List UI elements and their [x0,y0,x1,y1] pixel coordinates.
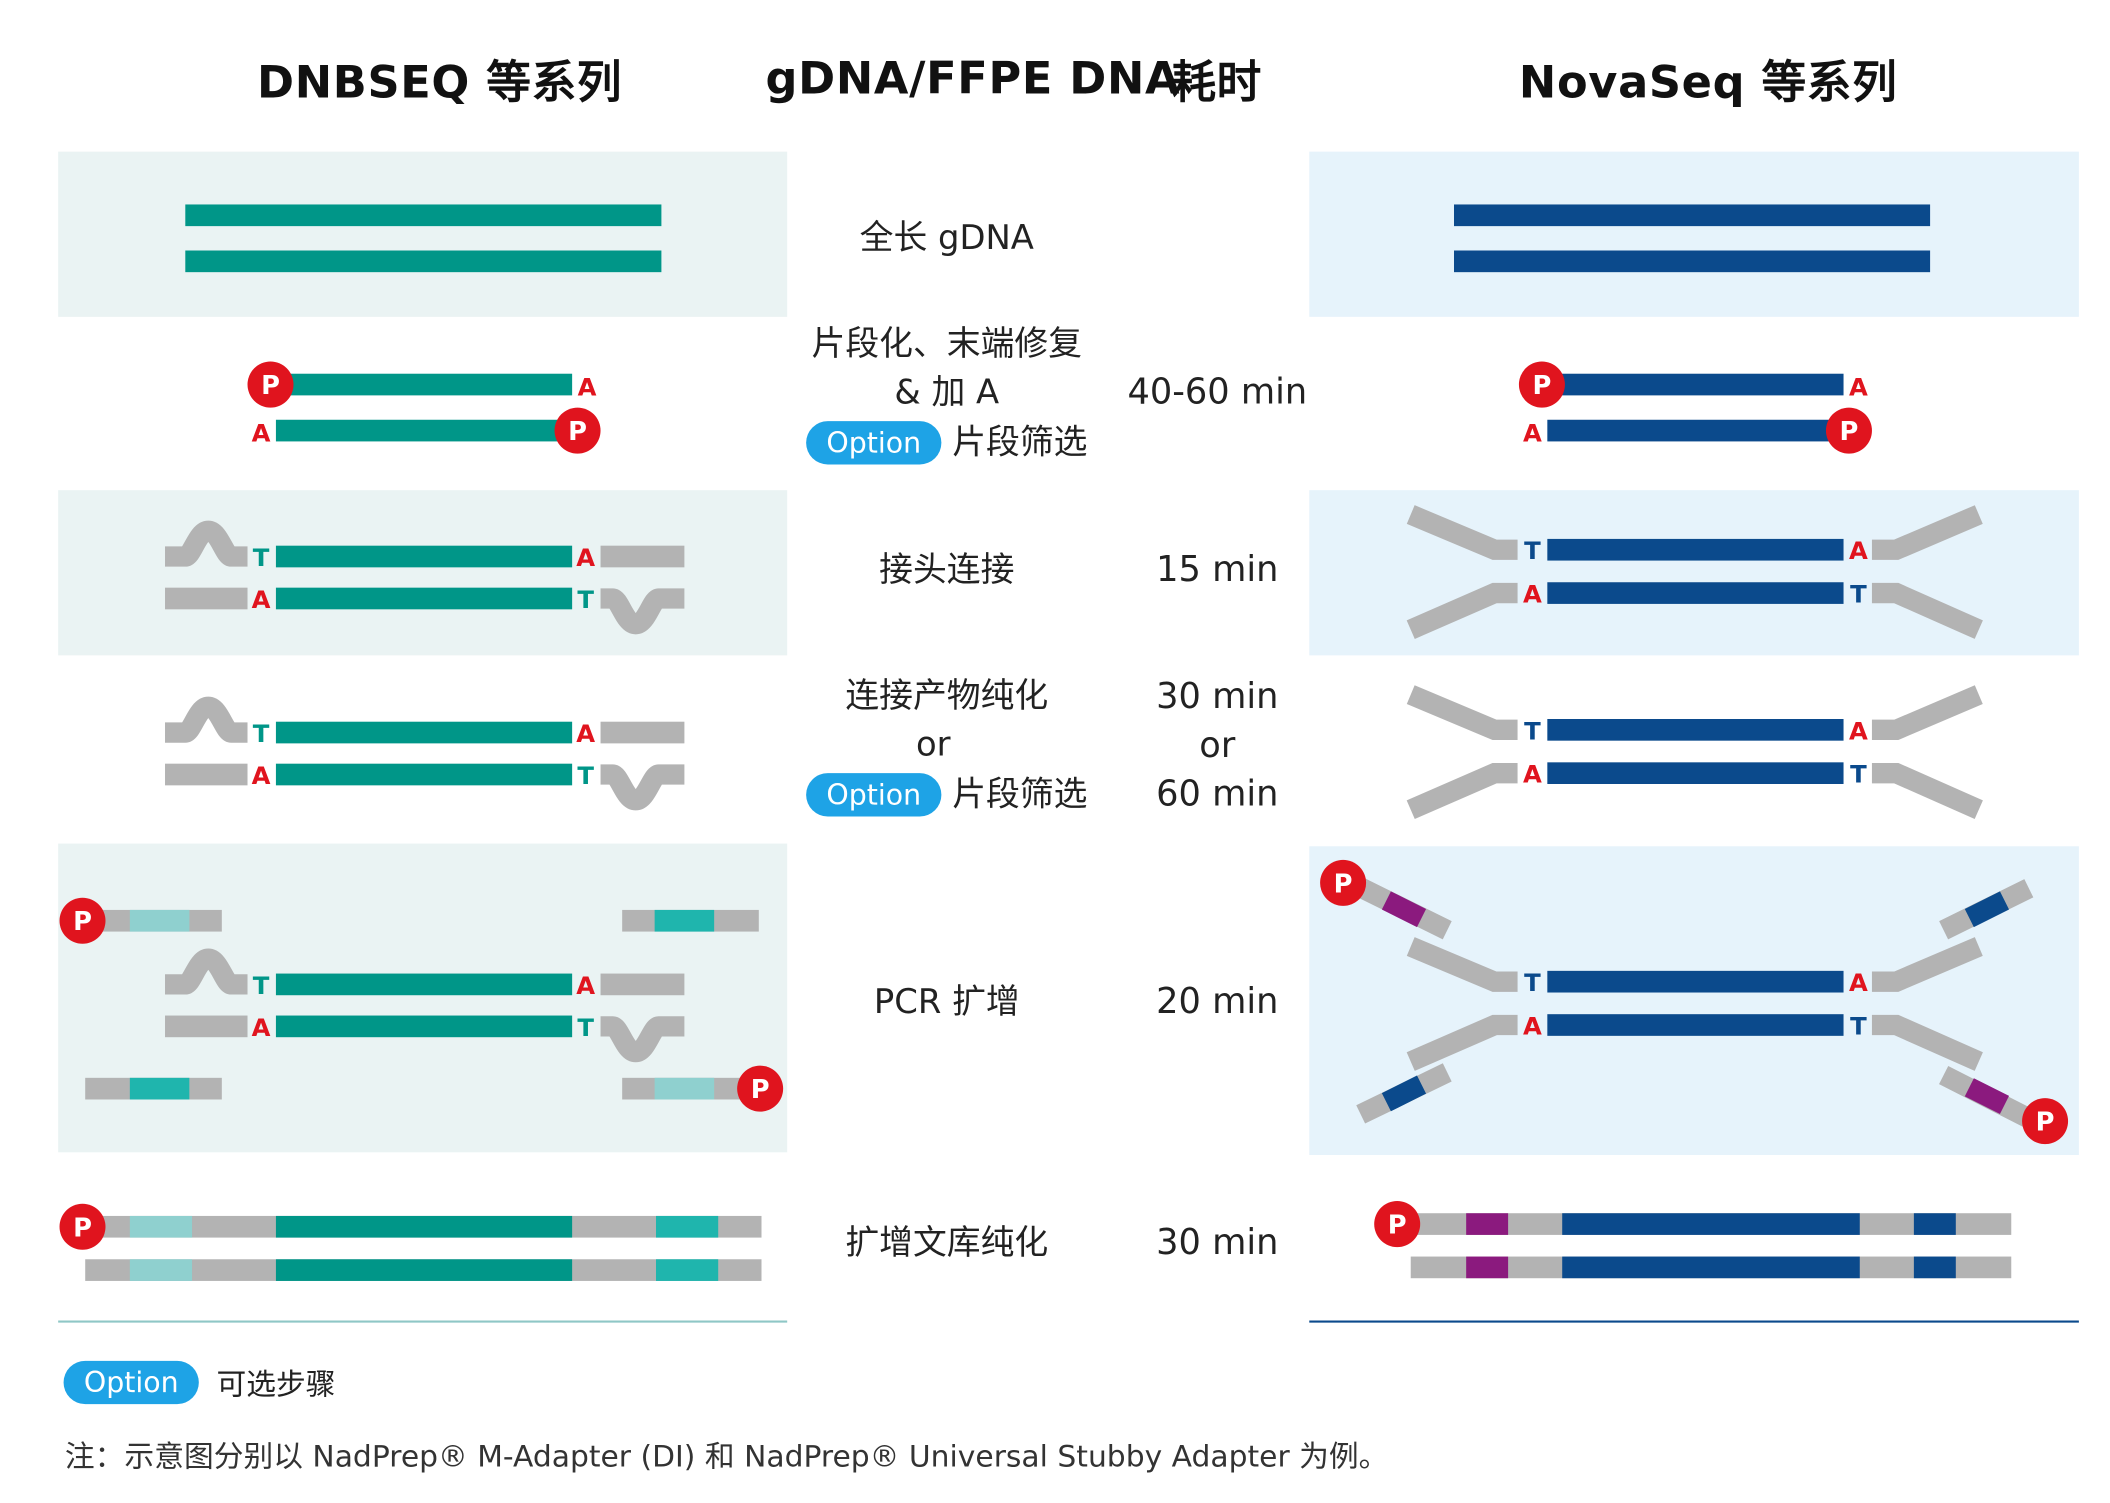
time-step-2-value: 40-60 min [1127,372,1308,413]
a-overhang-label: A [1849,372,1868,401]
step-4-option-row: Option 片段筛选 [791,769,1102,819]
t-overhang-label: T [1524,536,1541,565]
legend-option-pill: Option [63,1360,199,1405]
band-left-3 [58,490,788,656]
a-overhang-label: A [576,971,595,1000]
option-pill: Option [806,421,942,465]
a-overhang-label: A [578,372,597,401]
a-overhang-label: A [1849,536,1868,565]
band-right-1 [1309,151,2079,317]
legend-text: 可选步骤 [216,1368,336,1403]
left-row-1-gdna [185,204,662,273]
step-3-line-1: 接头连接 [879,549,1015,590]
left-row-2-end-repair: A A [247,361,601,454]
header-left: DNBSEQ 等系列 [256,55,623,109]
step-6-label: 扩增文库纯化 [791,1219,1102,1268]
header-right: NovaSeq 等系列 [1518,55,1898,109]
p-mark [2022,1098,2069,1145]
t-overhang-label: T [1850,760,1867,789]
step-2-option-text: 片段筛选 [952,422,1088,462]
right-row-1-gdna [1454,204,1931,273]
right-row-2-end-repair: A A [1518,361,1872,454]
t-overhang-label: T [253,543,270,572]
p-mark [59,897,106,944]
right-row-5-pcr: T A A T [1320,859,2069,1145]
p-mark [1320,859,1367,906]
right-row-6-library [1309,1201,2079,1323]
time-step-6-value: 30 min [1156,1222,1279,1264]
time-step-4-value-3: 60 min [1156,774,1279,816]
t-overhang-label: T [577,585,594,614]
step-2-option-row: Option 片段筛选 [791,417,1102,467]
band-left-5 [58,843,788,1153]
t-overhang-label: T [577,1013,594,1042]
step-3-label: 接头连接 [791,546,1102,595]
time-step-2: 40-60 min [1123,368,1312,417]
band-left-1 [58,151,788,317]
left-row-4-purification: T A A T [165,696,685,811]
t-overhang-label: T [253,719,270,748]
step-2-line-2: & 加 A [894,372,1000,412]
time-step-6: 30 min [1123,1219,1312,1268]
time-step-5: 20 min [1123,978,1312,1027]
time-step-4-value-2: or [1199,725,1236,767]
step-5-line-1: PCR 扩增 [873,981,1020,1021]
t-overhang-label: T [253,971,270,1000]
p-mark [1518,361,1565,408]
t-overhang-label: T [577,761,594,790]
footnote: 注：示意图分别以 NadPrep® M-Adapter (DI) 和 NadPr… [64,1440,1389,1475]
step-4-label: 连接产物纯化 or Option 片段筛选 [791,672,1102,820]
header-middle: gDNA/FFPE DNA [765,51,1181,105]
right-row-3-ligation: T A A T [1406,505,1983,639]
right-row-4-purification: T A A T [1406,685,1983,820]
option-pill: Option [806,773,942,817]
left-row-5-pcr: T A A T [59,897,784,1112]
a-overhang-label: A [1849,968,1868,997]
a-overhang-label: A [1849,716,1868,745]
a-overhang-label: A [1523,1011,1542,1040]
step-4-line-2: or [915,724,951,764]
step-6-line-1: 扩增文库纯化 [845,1222,1049,1262]
step-4-line-1: 连接产物纯化 [845,675,1049,715]
step-1-label: 全长 gDNA [791,214,1102,263]
t-overhang-label: T [1524,716,1541,745]
p-mark [59,1203,106,1250]
t-overhang-label: T [1524,968,1541,997]
step-5-label: PCR 扩增 [791,978,1102,1027]
band-right-5 [1309,846,2079,1156]
p-mark [1825,407,1872,454]
step-4-option-text: 片段筛选 [952,774,1088,814]
header-time: 耗时 [1171,55,1262,109]
p-mark [247,361,294,408]
step-2-label: 片段化、末端修复 & 加 A Option 片段筛选 [791,320,1102,468]
t-overhang-label: T [1850,580,1867,609]
legend: Option 可选步骤 [63,1360,336,1405]
time-step-4: 30 min or 60 min [1123,673,1312,819]
left-row-3-ligation: T A A T [165,520,685,635]
p-mark [737,1065,784,1112]
a-overhang-label: A [252,418,271,447]
p-mark [554,407,601,454]
left-row-6-library [58,1203,788,1323]
a-overhang-label: A [252,585,271,614]
step-2-line-1: 片段化、末端修复 [811,323,1083,363]
a-overhang-label: A [1523,580,1542,609]
t-overhang-label: T [1850,1011,1867,1040]
a-overhang-label: A [576,543,595,572]
a-overhang-label: A [1523,760,1542,789]
time-step-4-value-1: 30 min [1156,677,1279,718]
a-overhang-label: A [252,761,271,790]
p-mark [1374,1201,1421,1248]
a-overhang-label: A [252,1013,271,1042]
time-step-3-value: 15 min [1156,549,1279,591]
time-step-5-value: 20 min [1156,981,1279,1023]
a-overhang-label: A [1523,418,1542,447]
step-1-line-1: 全长 gDNA [859,218,1034,258]
time-step-3: 15 min [1123,546,1312,595]
a-overhang-label: A [576,719,595,748]
